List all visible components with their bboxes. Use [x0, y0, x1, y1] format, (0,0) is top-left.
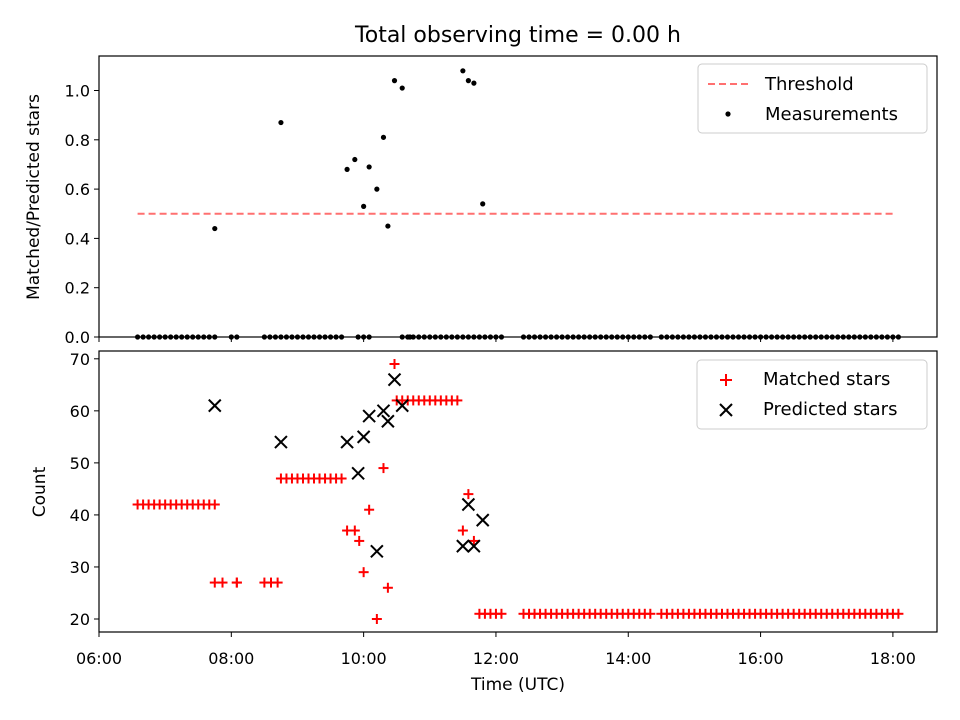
predicted-star-marker [362, 409, 376, 423]
y-tick-label: 0.8 [65, 131, 90, 150]
matched-star-marker [457, 525, 468, 536]
x-tick-label: 14:00 [605, 649, 651, 668]
matched-star-marker [371, 613, 382, 624]
x-tick-label: 18:00 [870, 649, 916, 668]
bottom-x-axis-label: Time (UTC) [470, 675, 565, 695]
matched-star-marker [496, 608, 507, 619]
chart-title: Total observing time = 0.00 h [354, 23, 681, 48]
matched-star-marker [209, 499, 220, 510]
measurement-point [352, 156, 358, 163]
predicted-star-marker [381, 414, 395, 428]
predicted-star-marker [456, 539, 470, 553]
measurement-point [212, 225, 218, 232]
measurement-point [278, 119, 284, 126]
y-tick-label: 30 [70, 558, 90, 577]
matched-star-marker [463, 489, 474, 500]
x-tick-label: 12:00 [473, 649, 519, 668]
y-tick-label: 0.0 [65, 328, 90, 347]
measurements-legend-label: Measurements [765, 104, 898, 125]
bottom-x-axis: 06:00 08:00 10:00 12:00 14:00 16:00 18:00 [76, 632, 916, 668]
matched-star-marker [364, 504, 375, 515]
matched-star-marker [468, 535, 479, 546]
top-y-axis-label: Matched/Predicted stars [24, 94, 44, 300]
y-tick-label: 1.0 [65, 82, 90, 101]
y-tick-label: 60 [70, 402, 90, 421]
predicted-star-marker [376, 404, 391, 418]
measurement-point [374, 186, 380, 192]
bottom-axes-frame [98, 350, 938, 633]
measurements-legend-swatch [725, 111, 731, 117]
predicted-star-marker [370, 544, 384, 559]
x-tick-label: 16:00 [738, 649, 784, 668]
predicted-star-marker [340, 435, 354, 449]
threshold-legend-label: Threshold [764, 74, 854, 95]
y-tick-label: 70 [70, 350, 90, 369]
top-panel: 0.0 0.2 0.4 0.6 0.8 1.0 Matched/Predicted sta… [24, 55, 938, 347]
y-tick-label: 0.6 [65, 180, 90, 199]
measurement-point [399, 85, 405, 91]
bottom-panel: 20 30 40 50 60 70 06:00 08:00 10:00 12:00 14:00 16… [30, 350, 938, 695]
matched-star-marker [382, 582, 393, 593]
matched-star-marker [893, 608, 904, 619]
matched-star-marker [336, 473, 347, 484]
predicted-star-marker [476, 513, 490, 527]
matched-star-marker [272, 577, 283, 588]
x-tick-label: 06:00 [76, 649, 122, 668]
measurement-point [465, 78, 471, 84]
bottom-plot-area [132, 359, 904, 624]
measurement-point [366, 164, 372, 170]
predicted-star-marker [467, 539, 481, 553]
top-x-ticks [98, 337, 894, 342]
predicted-legend-swatch [719, 403, 733, 417]
top-legend-box [697, 63, 928, 134]
y-tick-label: 0.4 [65, 229, 90, 248]
bottom-legend-box [696, 359, 928, 430]
predicted-star-marker [356, 430, 371, 444]
matched-star-marker [452, 395, 463, 406]
matched-star-marker [645, 608, 656, 619]
bottom-y-axis-label: Count [30, 466, 50, 517]
measurement-point [385, 223, 391, 229]
predicted-star-marker [274, 435, 288, 449]
predicted-star-marker [395, 398, 409, 413]
matched-star-marker [354, 535, 365, 546]
top-legend: Threshold Measurements [697, 63, 928, 134]
predicted-star-marker [351, 466, 365, 480]
measurement-point [361, 203, 367, 209]
matched-star-marker [378, 463, 389, 474]
matched-star-marker [217, 577, 228, 588]
measurement-point [344, 166, 350, 172]
measurement-point [480, 201, 486, 207]
x-tick-label: 08:00 [208, 649, 254, 668]
measurement-point [471, 80, 477, 86]
y-tick-label: 40 [70, 506, 90, 525]
matched-legend-swatch [720, 374, 732, 386]
matched-star-marker [231, 577, 242, 588]
predicted-star-marker [208, 398, 222, 413]
matched-legend-label: Matched stars [763, 369, 890, 390]
matched-star-marker [358, 567, 369, 578]
predicted-star-marker [387, 372, 402, 387]
measurement-point [391, 78, 398, 84]
predicted-legend-label: Predicted stars [763, 399, 897, 420]
measurement-point [460, 68, 466, 74]
matched-star-marker [349, 525, 360, 536]
y-tick-label: 0.2 [65, 279, 90, 298]
top-y-axis: 0.0 0.2 0.4 0.6 0.8 1.0 [65, 82, 99, 347]
top-axes-frame [98, 55, 938, 338]
bottom-y-axis: 20 30 40 50 60 70 [70, 350, 99, 629]
y-tick-label: 20 [70, 610, 90, 629]
y-tick-label: 50 [70, 454, 90, 473]
predicted-star-marker [461, 497, 476, 512]
matched-star-marker [389, 359, 400, 370]
x-tick-label: 10:00 [341, 649, 387, 668]
bottom-legend: Matched stars Predicted stars [696, 359, 928, 430]
measurement-point [380, 134, 387, 140]
